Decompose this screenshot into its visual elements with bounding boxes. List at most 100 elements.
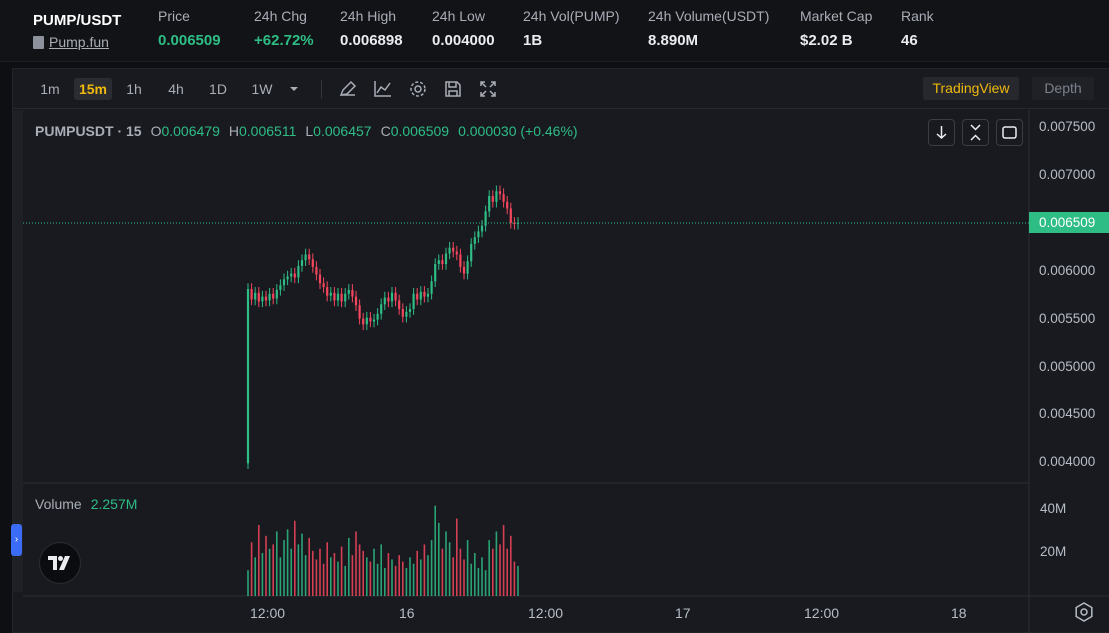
ticker-stat-value: 0.006509 bbox=[158, 32, 221, 49]
tradingview-logo[interactable] bbox=[39, 542, 81, 584]
candle-body bbox=[304, 254, 307, 261]
candle-body bbox=[272, 293, 275, 299]
candle-body bbox=[380, 304, 383, 314]
volume-bar bbox=[420, 559, 422, 596]
volume-bar bbox=[434, 505, 436, 596]
volume-bar bbox=[304, 555, 307, 596]
legend-symbol: PUMPUSDT · 15 bbox=[35, 123, 142, 139]
project-link-label[interactable]: Pump.fun bbox=[49, 34, 109, 50]
project-link[interactable]: Pump.fun bbox=[33, 34, 109, 50]
indicator-icon[interactable] bbox=[372, 78, 394, 100]
ticker-stat-label: Price bbox=[158, 8, 190, 24]
volume-bar bbox=[459, 548, 462, 596]
volume-bar bbox=[463, 559, 465, 596]
expand-icon[interactable] bbox=[996, 119, 1023, 146]
volume-label: Volume bbox=[35, 496, 82, 512]
interval-1h[interactable]: 1h bbox=[126, 81, 142, 97]
settings-icon[interactable] bbox=[407, 78, 429, 100]
volume-bar bbox=[412, 563, 415, 596]
candle-body bbox=[336, 293, 340, 301]
ticker-stat-value: +62.72% bbox=[254, 32, 314, 49]
candle-body bbox=[246, 288, 250, 464]
volume-bar bbox=[322, 563, 325, 596]
volume-bar bbox=[481, 557, 483, 596]
candle-body bbox=[437, 260, 440, 265]
volume-bar bbox=[319, 548, 321, 596]
volume-bar bbox=[427, 555, 429, 596]
volume-bar bbox=[351, 555, 354, 596]
volume-value: 2.257M bbox=[90, 496, 138, 512]
change-value: 0.000030 (+0.46%) bbox=[458, 123, 578, 139]
volume-bar bbox=[283, 540, 285, 596]
arrow-down-icon[interactable] bbox=[928, 119, 955, 146]
ticker-stat: 24h Vol(PUMP) 1B bbox=[523, 8, 619, 51]
ticker-stat-value: 0.004000 bbox=[432, 32, 495, 49]
interval-1W[interactable]: 1W bbox=[251, 81, 273, 97]
candle-body bbox=[264, 296, 268, 301]
candle-body bbox=[502, 194, 505, 202]
volume-bar bbox=[430, 540, 433, 596]
chart-panel: 1m 15m 1h 4h 1D 1W TradingView Depth PUMPUSDT… bbox=[12, 68, 1109, 633]
volume-tick-label: 40M bbox=[1040, 501, 1067, 516]
sidebar-toggle-handle[interactable]: › bbox=[11, 524, 22, 556]
candle-body bbox=[506, 201, 509, 209]
collapse-icon[interactable] bbox=[962, 119, 989, 146]
candle-body bbox=[390, 292, 394, 302]
candle-body bbox=[318, 274, 322, 284]
candle-body bbox=[344, 293, 347, 302]
volume-bar bbox=[279, 557, 282, 596]
ticker-stat-label: 24h High bbox=[340, 8, 397, 24]
pair-title[interactable]: PUMP/USDT bbox=[33, 12, 122, 29]
interval-4h[interactable]: 4h bbox=[168, 81, 184, 97]
candle-body bbox=[430, 281, 433, 294]
chart-settings-icon[interactable] bbox=[1071, 599, 1097, 625]
volume-bar bbox=[474, 553, 476, 596]
volume-bar bbox=[276, 531, 278, 596]
ticker-stat: Price 0.006509 bbox=[158, 8, 221, 51]
low-value: 0.006457 bbox=[313, 123, 372, 139]
tab-depth[interactable]: Depth bbox=[1032, 77, 1094, 100]
price-tick-label: 0.004000 bbox=[1039, 454, 1096, 470]
tab-tradingview[interactable]: TradingView bbox=[923, 77, 1019, 100]
candle-body bbox=[358, 305, 361, 319]
candlestick-chart[interactable] bbox=[13, 110, 1109, 633]
candle-body bbox=[268, 293, 271, 301]
candle-body bbox=[470, 243, 473, 262]
candle-body bbox=[498, 191, 502, 195]
volume-bar bbox=[456, 518, 458, 596]
fullscreen-icon[interactable] bbox=[477, 78, 499, 100]
volume-bar bbox=[470, 563, 472, 596]
book-icon bbox=[33, 35, 44, 49]
ticker-stat-value: 8.890M bbox=[648, 32, 699, 49]
candle-body bbox=[488, 196, 491, 212]
ticker-stat-label: 24h Volume(USDT) bbox=[648, 8, 770, 24]
save-icon[interactable] bbox=[442, 78, 464, 100]
interval-1D[interactable]: 1D bbox=[209, 81, 227, 97]
candle-body bbox=[441, 260, 444, 265]
volume-bar bbox=[337, 561, 339, 596]
candle-body bbox=[412, 293, 415, 310]
volume-bar bbox=[301, 533, 303, 596]
toolbar-divider bbox=[321, 80, 322, 98]
volume-bar bbox=[438, 522, 440, 596]
volume-bar bbox=[362, 550, 364, 596]
volume-bar bbox=[517, 565, 519, 596]
volume-tick-label: 20M bbox=[1040, 544, 1067, 559]
chevron-down-icon[interactable] bbox=[283, 78, 305, 100]
candle-body bbox=[426, 293, 430, 297]
ticker-stat: 24h High 0.006898 bbox=[340, 8, 403, 51]
volume-bar bbox=[445, 531, 447, 596]
candle-body bbox=[387, 297, 390, 302]
ticker-stat: Rank 46 bbox=[901, 8, 934, 51]
interval-1m[interactable]: 1m bbox=[40, 81, 60, 97]
draw-icon[interactable] bbox=[337, 78, 359, 100]
volume-bar bbox=[409, 557, 411, 596]
candle-body bbox=[340, 293, 343, 302]
candles bbox=[246, 185, 520, 470]
interval-15m[interactable]: 15m bbox=[74, 78, 112, 100]
candle-body bbox=[300, 260, 304, 266]
last-price-badge: 0.006509 bbox=[1029, 212, 1109, 233]
candle-body bbox=[419, 291, 422, 300]
candle-body bbox=[365, 317, 368, 325]
price-tick-label: 0.005000 bbox=[1039, 358, 1096, 374]
